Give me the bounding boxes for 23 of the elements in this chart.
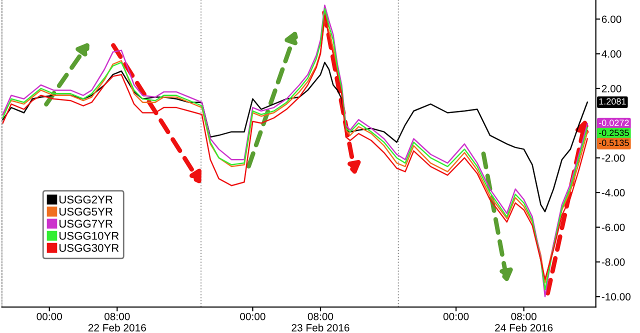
legend-label: USGG10YR bbox=[60, 232, 119, 240]
data-label: -0.2535 bbox=[599, 130, 629, 136]
data-label: -0.0272 bbox=[599, 120, 629, 126]
y-tick-label: -10.00 bbox=[602, 293, 631, 300]
legend-label: USGG2YR bbox=[60, 196, 112, 204]
x-tick-label: 00:00 bbox=[443, 312, 469, 320]
legend-label: USGG30YR bbox=[60, 244, 119, 252]
y-tick-label: 4.00 bbox=[602, 50, 622, 58]
legend-label: USGG5YR bbox=[60, 208, 112, 216]
x-tick-label: 08:00 24 Feb 2016 bbox=[495, 312, 553, 332]
x-tick-label: 08:00 23 Feb 2016 bbox=[292, 312, 350, 332]
y-tick-label: -6.00 bbox=[602, 224, 625, 232]
y-tick-label: 2.00 bbox=[602, 84, 622, 92]
legend-label: USGG7YR bbox=[60, 220, 112, 228]
y-tick-label: -4.00 bbox=[602, 189, 625, 196]
y-tick-label: -8.00 bbox=[602, 258, 625, 266]
x-tick-label: 00:00 bbox=[36, 312, 62, 320]
x-tick-label: 00:00 bbox=[240, 312, 266, 320]
x-tick-label: 08:00 22 Feb 2016 bbox=[88, 312, 146, 332]
data-label: 1.2081 bbox=[599, 98, 626, 105]
data-label: -0.5135 bbox=[599, 140, 629, 146]
y-tick-label: -2.00 bbox=[602, 154, 625, 162]
y-tick-label: 6.00 bbox=[602, 16, 622, 23]
